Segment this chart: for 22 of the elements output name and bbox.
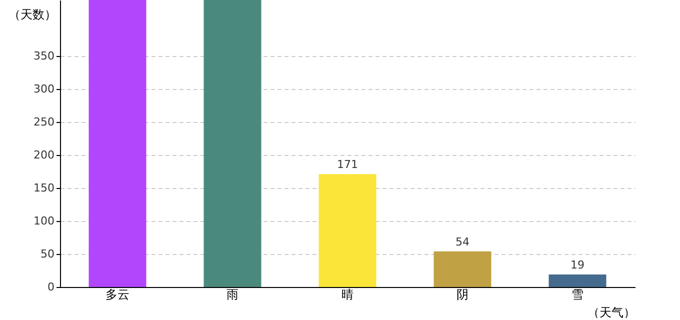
data-label: 54 [456,235,470,248]
data-label: 19 [570,258,584,272]
y-tick-label: 250 [34,116,54,129]
x-tick-label: 阴 [456,288,468,302]
x-tick-label: 雨 [226,288,238,302]
bar [88,0,146,287]
x-tick-label: 多云 [106,288,130,302]
y-tick-label: 350 [34,50,54,63]
y-tick-label: 300 [34,82,54,96]
y-tick-label: 150 [34,182,54,195]
x-tick-label: 雪 [572,288,584,302]
bar [318,174,376,287]
y-tick-label: 200 [34,148,54,162]
x-tick-label: 晴 [342,288,354,302]
y-axis-title: （天数） [8,8,56,22]
bar [434,251,492,287]
bar [548,274,606,287]
data-label: 171 [337,158,358,172]
y-tick-label: 50 [40,248,54,261]
y-tick-label: 0 [48,280,54,294]
bar [204,0,262,287]
y-tick-label: 100 [34,214,54,228]
